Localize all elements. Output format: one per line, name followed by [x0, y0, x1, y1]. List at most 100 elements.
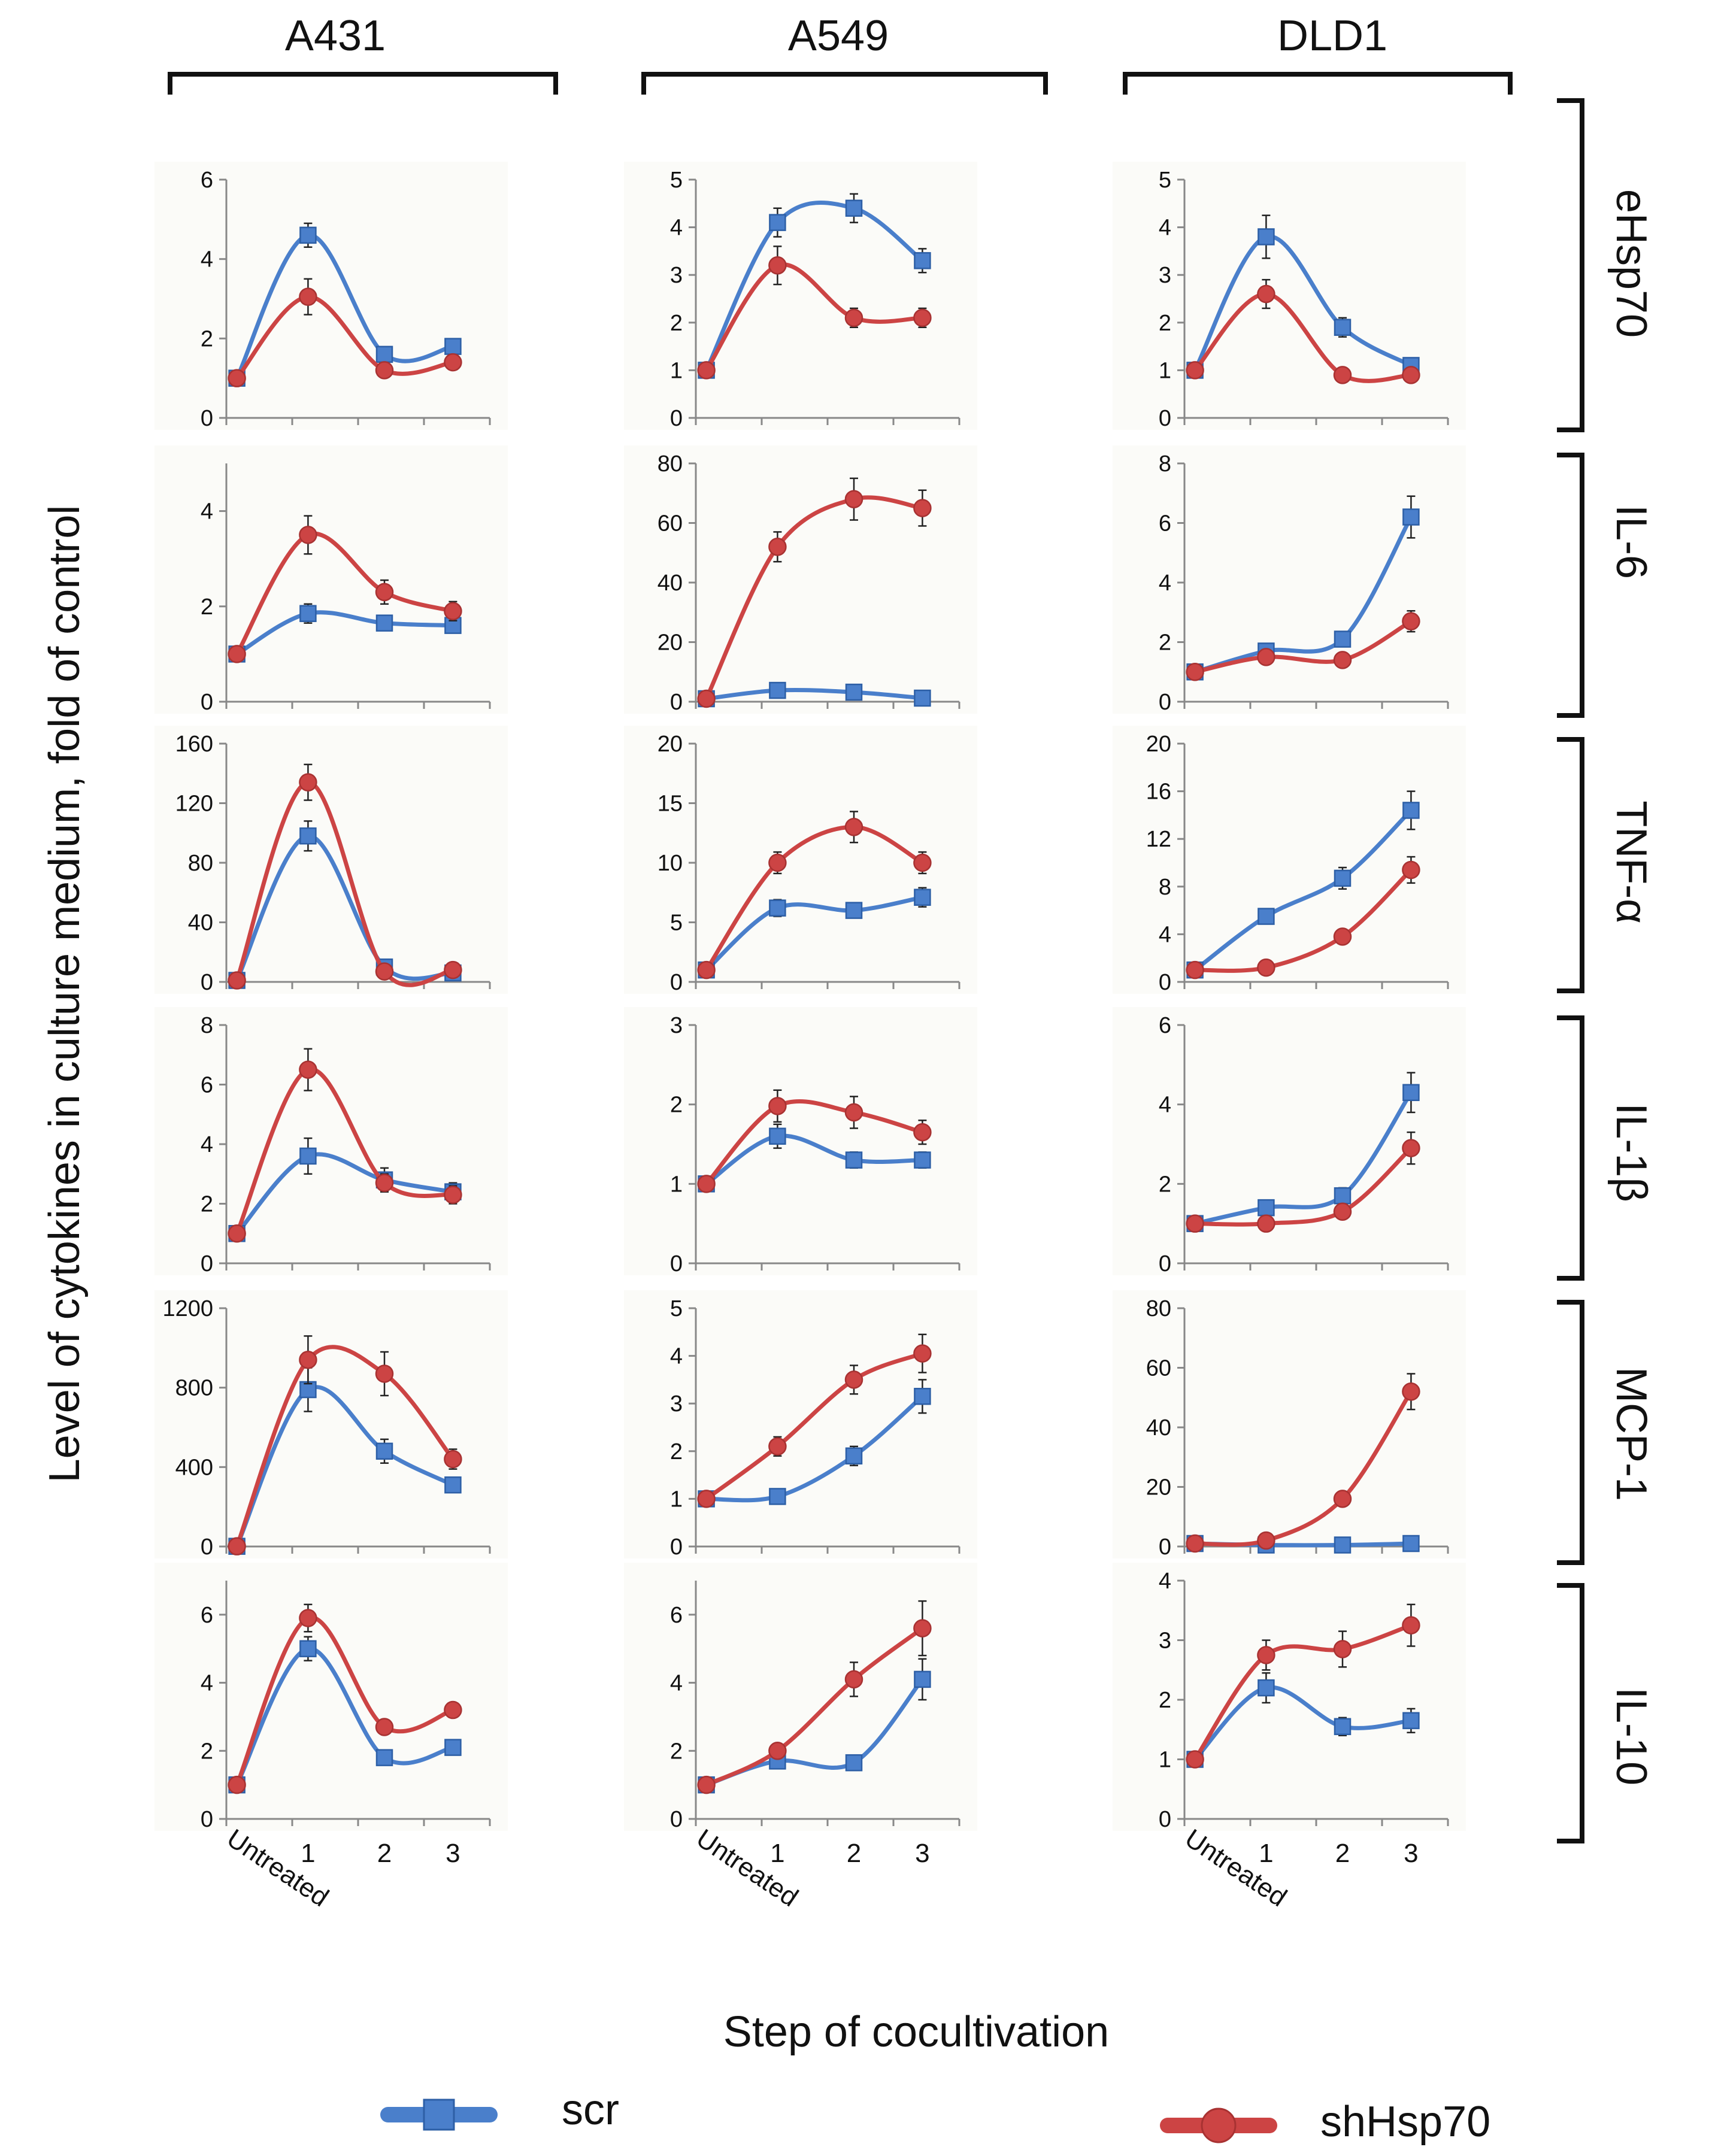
- y-tick-label: 6: [1159, 1013, 1171, 1038]
- y-tick-label: 800: [175, 1376, 213, 1401]
- y-tick-label: 0: [1159, 970, 1171, 995]
- y-tick-label: 2: [1159, 1688, 1171, 1713]
- data-point-shhsp70: [375, 583, 394, 602]
- data-point-scr: [1334, 1187, 1352, 1205]
- series-line-scr: [705, 1133, 923, 1186]
- data-point-shhsp70: [375, 962, 394, 981]
- data-point-scr: [1334, 630, 1352, 648]
- y-axis-label: Level of cytokines in culture medium, fo…: [41, 505, 89, 1483]
- series-line-shhsp70: [1195, 1390, 1413, 1547]
- column-bracket-dld1: [1123, 72, 1513, 95]
- panel-background: [1113, 1563, 1466, 1831]
- data-point-shhsp70: [1186, 1750, 1204, 1769]
- data-point-shhsp70: [1402, 1616, 1420, 1635]
- data-point-scr: [1334, 319, 1352, 336]
- y-tick-label: 2: [1159, 630, 1171, 656]
- data-point-shhsp70: [1257, 1214, 1275, 1233]
- row-labels: eHsp70 IL-6 TNF-α IL-1β MCP-1 IL-10: [1607, 189, 1655, 1785]
- panel-background: [154, 162, 508, 430]
- y-axis-label-group: Level of cytokines in culture medium, fo…: [41, 505, 89, 1483]
- row-bracket-il-1beta: [1557, 1015, 1584, 1281]
- column-header-a431: A431: [285, 12, 386, 60]
- y-tick-label: 5: [670, 911, 683, 936]
- y-tick-label: 4: [670, 1671, 683, 1696]
- panel-background: [1113, 445, 1466, 714]
- row-bracket-mcp-1: [1557, 1300, 1584, 1565]
- x-tick-label: 3: [1404, 1839, 1418, 1868]
- y-tick-label: 0: [201, 1535, 213, 1560]
- data-point-scr: [845, 1754, 863, 1772]
- row-label-mcp-1: MCP-1: [1607, 1367, 1655, 1501]
- data-point-shhsp70: [444, 960, 462, 980]
- series-shhsp70: [697, 1333, 932, 1508]
- panel-a431-il-1beta: 0 2 4 6 8: [154, 1007, 508, 1276]
- y-tick-label: 60: [657, 511, 683, 536]
- data-point-shhsp70: [444, 1185, 462, 1204]
- data-point-scr: [845, 1447, 863, 1465]
- panel-a431-mcp-1: 0 400 800 1200: [154, 1290, 508, 1560]
- data-point-scr: [375, 1442, 393, 1460]
- data-point-shhsp70: [768, 538, 787, 556]
- data-point-scr: [1402, 508, 1420, 526]
- series-line-scr: [235, 1385, 454, 1548]
- panel-a431-tnf-alpha: 0 40 80 120 160: [154, 726, 508, 995]
- series-line-scr: [1194, 1091, 1413, 1226]
- y-tick-label: 8: [1159, 875, 1171, 900]
- y-tick-label: 4: [201, 1132, 213, 1157]
- y-tick-label: 3: [1159, 263, 1171, 288]
- y-tick-label: 15: [657, 792, 683, 817]
- series-line-shhsp70: [235, 780, 454, 987]
- panel-background: [1113, 162, 1466, 430]
- data-point-scr: [1258, 228, 1275, 245]
- series-shhsp70: [228, 1048, 462, 1243]
- data-point-shhsp70: [1186, 1534, 1204, 1553]
- panel-background: [154, 1290, 508, 1558]
- series-line-shhsp70: [1194, 619, 1413, 674]
- chart-panels: 0246012345012345024020406080024680408012…: [154, 162, 1466, 1912]
- y-tick-label: 2: [201, 1739, 213, 1764]
- y-tick-label: 1200: [162, 1296, 213, 1321]
- data-point-shhsp70: [444, 353, 462, 372]
- data-point-shhsp70: [913, 1619, 932, 1638]
- y-tick-label: 4: [1159, 1093, 1171, 1118]
- data-point-shhsp70: [299, 1609, 317, 1627]
- y-tick-label: 10: [657, 851, 683, 876]
- data-point-shhsp70: [913, 308, 932, 328]
- y-tick-label: 0: [1159, 690, 1171, 715]
- panel-background: [154, 1007, 508, 1275]
- data-point-shhsp70: [299, 773, 317, 792]
- series-line-shhsp70: [704, 495, 923, 700]
- data-point-shhsp70: [1402, 860, 1420, 880]
- series-shhsp70: [1186, 278, 1420, 384]
- data-point-scr: [299, 605, 317, 622]
- y-tick-label: 4: [1159, 571, 1171, 596]
- column-brackets: [168, 72, 1513, 95]
- panel-a549-ehsp70: 0 1 2 3 4 5: [624, 162, 977, 431]
- row-label-tnf-alpha: TNF-α: [1607, 800, 1655, 924]
- data-point-shhsp70: [844, 1103, 863, 1122]
- data-point-shhsp70: [299, 287, 317, 306]
- data-point-scr: [375, 345, 393, 363]
- y-tick-label: 0: [201, 690, 213, 715]
- data-point-shhsp70: [1186, 960, 1204, 980]
- y-tick-label: 20: [1146, 1475, 1171, 1500]
- data-point-shhsp70: [1186, 663, 1204, 681]
- panel-a549-mcp-1: 0 1 2 3 4 5: [624, 1290, 977, 1560]
- y-tick-label: 6: [201, 168, 213, 193]
- data-point-scr: [845, 683, 863, 701]
- series-shhsp70: [228, 763, 462, 990]
- data-point-scr: [769, 899, 786, 917]
- row-bracket-tnf-alpha: [1557, 737, 1584, 993]
- y-tick-label: 0: [670, 970, 683, 995]
- series-line-shhsp70: [1195, 1147, 1413, 1227]
- y-tick-label: 0: [670, 1807, 683, 1832]
- y-tick-label: 40: [188, 911, 213, 936]
- data-point-scr: [299, 827, 317, 845]
- x-tick-label: 2: [1335, 1839, 1350, 1868]
- series-line-scr: [235, 1646, 454, 1786]
- circle-marker-icon: [1201, 2108, 1237, 2143]
- panel-background: [624, 1563, 977, 1831]
- series-line-scr: [1193, 1685, 1411, 1761]
- y-tick-label: 4: [670, 1344, 683, 1369]
